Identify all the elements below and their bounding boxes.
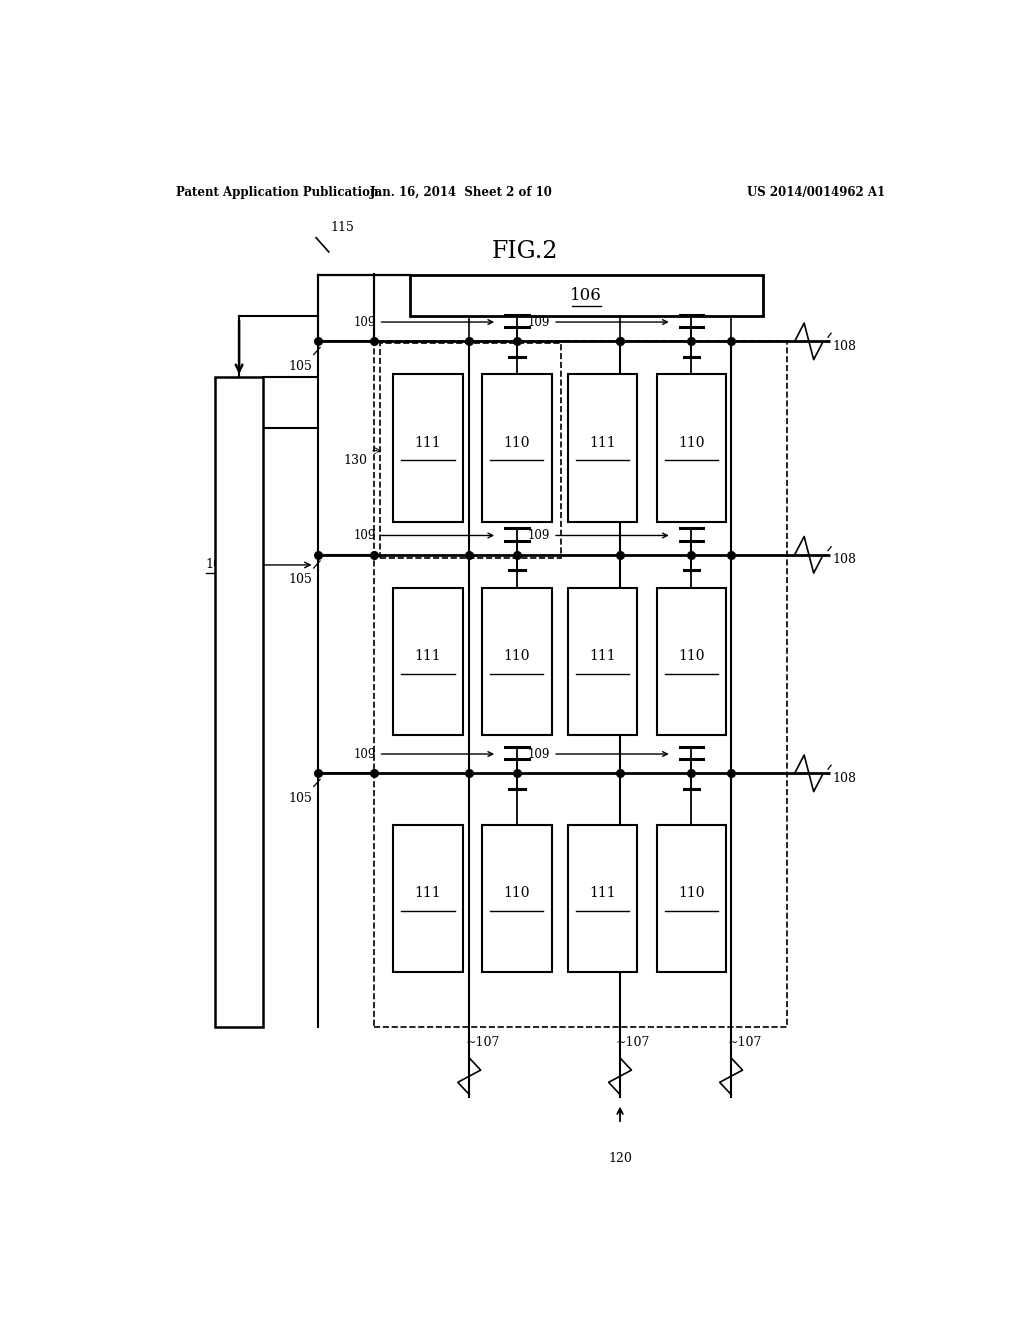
Text: ~107: ~107	[727, 1036, 762, 1048]
Text: 115: 115	[331, 220, 354, 234]
Text: 106: 106	[570, 288, 602, 304]
Text: ~107: ~107	[465, 1036, 500, 1048]
Text: 111: 111	[415, 436, 441, 450]
Text: 108: 108	[833, 341, 857, 352]
Text: 109: 109	[528, 315, 668, 329]
Bar	[567, 825, 638, 972]
Text: FIG.2: FIG.2	[492, 240, 558, 264]
Bar	[393, 375, 463, 521]
Text: 108: 108	[833, 553, 857, 566]
Text: 111: 111	[589, 649, 615, 664]
Bar	[482, 587, 552, 735]
Bar	[393, 825, 463, 972]
Text: 109: 109	[353, 315, 493, 329]
Text: Jan. 16, 2014  Sheet 2 of 10: Jan. 16, 2014 Sheet 2 of 10	[370, 186, 553, 199]
Text: 109: 109	[528, 747, 668, 760]
Bar	[374, 342, 786, 1027]
Text: 111: 111	[589, 436, 615, 450]
Text: 104: 104	[206, 558, 229, 572]
Text: 109: 109	[353, 747, 493, 760]
Text: 130: 130	[344, 454, 368, 467]
Text: 109: 109	[528, 529, 668, 543]
Text: 110: 110	[678, 886, 705, 900]
Text: 110: 110	[504, 436, 530, 450]
Bar	[482, 375, 552, 521]
Text: 111: 111	[589, 886, 615, 900]
Bar	[656, 375, 726, 521]
Bar	[656, 587, 726, 735]
Bar	[393, 587, 463, 735]
Text: 110: 110	[678, 649, 705, 664]
Text: 105: 105	[288, 359, 312, 372]
Bar	[656, 825, 726, 972]
Text: 111: 111	[415, 649, 441, 664]
Text: 110: 110	[504, 649, 530, 664]
Bar	[380, 343, 561, 558]
Text: 109: 109	[353, 529, 493, 543]
Text: 110: 110	[504, 886, 530, 900]
Bar	[215, 378, 263, 1027]
Text: 110: 110	[678, 436, 705, 450]
Bar	[567, 587, 638, 735]
Bar	[482, 825, 552, 972]
Text: 120: 120	[608, 1152, 632, 1166]
Text: Patent Application Publication: Patent Application Publication	[176, 186, 378, 199]
Text: 105: 105	[288, 573, 312, 586]
Bar	[410, 276, 763, 315]
Text: 108: 108	[833, 772, 857, 785]
Text: 105: 105	[288, 792, 312, 805]
Bar	[567, 375, 638, 521]
Text: 111: 111	[415, 886, 441, 900]
Text: ~107: ~107	[616, 1036, 650, 1048]
Text: US 2014/0014962 A1: US 2014/0014962 A1	[748, 186, 885, 199]
